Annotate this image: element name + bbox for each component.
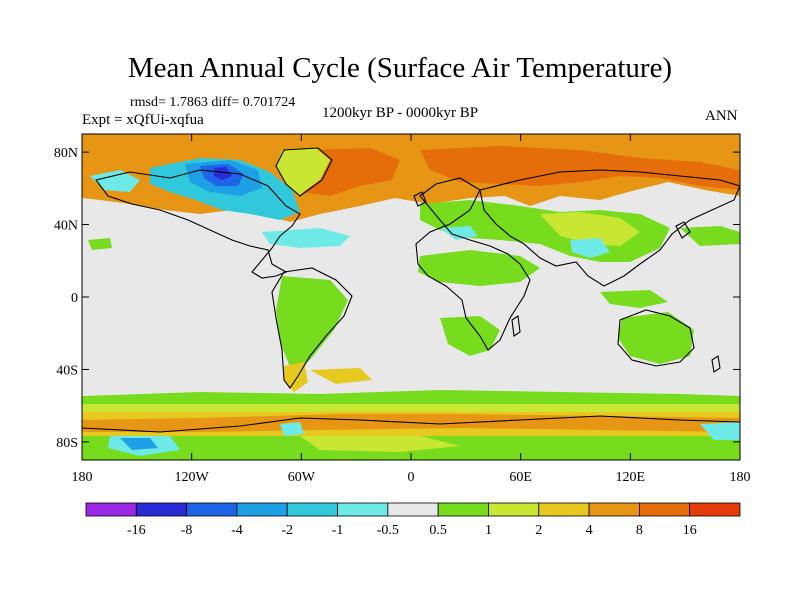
colorbar-label: -8 xyxy=(181,523,193,538)
experiment-label: Expt = xQfUi-xqfua xyxy=(82,112,204,128)
colorbar-label: -1 xyxy=(332,523,344,538)
colorbar-label: -4 xyxy=(231,523,243,538)
east-antarctica-cold xyxy=(700,422,740,440)
uk-coast xyxy=(413,191,427,207)
x-tick-label: 0 xyxy=(408,470,415,485)
colorbar-label: 2 xyxy=(535,523,542,538)
y-tick-label: 80S xyxy=(56,436,78,451)
rmsd-diff-stats: rmsd= 1.7863 diff= 0.701724 xyxy=(130,95,296,110)
colorbar-swatch xyxy=(588,502,640,517)
australia-coast xyxy=(617,309,695,367)
colorbar-swatch xyxy=(488,502,540,517)
longitude-ticks: 180 120W 60W 0 60E 120E 180 xyxy=(72,134,751,485)
baffin-deep-cold xyxy=(214,167,232,180)
season-label: ANN xyxy=(705,108,738,124)
north-america-coast xyxy=(95,169,301,279)
x-tick-label: 120E xyxy=(616,470,646,485)
south-america-green xyxy=(276,276,348,372)
colorbar-label: -16 xyxy=(127,523,146,538)
central-asia-yellow xyxy=(540,212,640,246)
colorbar-swatch xyxy=(135,502,188,517)
europe-africa-coast xyxy=(415,177,531,351)
sahara-green xyxy=(418,250,540,286)
y-tick-label: 0 xyxy=(71,291,78,306)
colorbar-swatch xyxy=(286,502,338,517)
colorbar-swatch xyxy=(689,502,741,517)
y-tick-label: 40S xyxy=(56,363,78,378)
colorbar-swatch xyxy=(538,502,590,517)
x-tick-label: 180 xyxy=(730,470,751,485)
coastlines xyxy=(82,147,740,433)
x-tick-label: 60E xyxy=(509,470,532,485)
australia-green xyxy=(618,312,694,364)
japan-coast xyxy=(675,221,691,239)
north-pacific-green xyxy=(680,226,740,246)
ross-sea-cold xyxy=(280,422,304,436)
colorbar-label: 16 xyxy=(683,523,697,538)
x-tick-label: 120W xyxy=(175,470,210,485)
colorbar-label: 8 xyxy=(636,523,643,538)
period-label: 1200kyr BP - 0000kyr BP xyxy=(322,105,479,121)
colorbar-label: 1 xyxy=(485,523,492,538)
madagascar-coast xyxy=(511,315,521,337)
greenland-pale-region xyxy=(276,148,330,196)
siberia-hot-region xyxy=(420,146,740,190)
colorbar-swatch xyxy=(186,502,238,517)
indonesia-green xyxy=(600,290,668,308)
pacific-green-patch xyxy=(88,238,112,250)
tibet-cold-patch xyxy=(570,238,610,258)
mediterranean-cold-patch xyxy=(440,226,478,240)
colorbar-swatch xyxy=(638,502,691,517)
colorbar-label: 0.5 xyxy=(429,523,447,538)
colorbar-swatch xyxy=(85,502,137,517)
asia-coast xyxy=(479,169,740,287)
temperature-anomaly-field xyxy=(82,134,740,460)
alaska-cold-region xyxy=(90,170,140,192)
antarctica-coast xyxy=(82,415,740,433)
eurasia-midlat-green xyxy=(420,200,670,262)
new-zealand-coast xyxy=(711,355,721,373)
antarctica-yellow-patches xyxy=(300,436,460,452)
x-tick-label: 60W xyxy=(288,470,316,485)
greenland-coast xyxy=(275,147,333,197)
south-africa-green xyxy=(440,316,500,356)
colorbar-label: 4 xyxy=(586,523,593,538)
colorbar-swatch xyxy=(337,502,389,517)
y-tick-label: 40N xyxy=(54,219,78,234)
x-tick-label: 180 xyxy=(72,470,93,485)
south-atlantic-warm xyxy=(310,368,372,384)
colorbar-swatch xyxy=(236,502,288,517)
colorbar: -16 -8 -4 -2 -1 -0.5 0.5 1 2 4 8 16 xyxy=(85,502,741,538)
map-panel: 180 120W 60W 0 60E 120E 180 80N 40N 0 40S 80S xyxy=(54,133,751,485)
south-america-coast xyxy=(271,267,353,389)
colorbar-swatch xyxy=(387,502,439,517)
colorbar-label: -0.5 xyxy=(377,523,399,538)
chart-title: Mean Annual Cycle (Surface Air Temperatu… xyxy=(127,52,673,84)
colorbar-label: -2 xyxy=(281,523,293,538)
antarctica-cold-core xyxy=(120,438,158,450)
colorbar-swatch xyxy=(437,502,489,517)
y-tick-label: 80N xyxy=(54,146,78,161)
latitude-ticks: 80N 40N 0 40S 80S xyxy=(54,146,740,451)
